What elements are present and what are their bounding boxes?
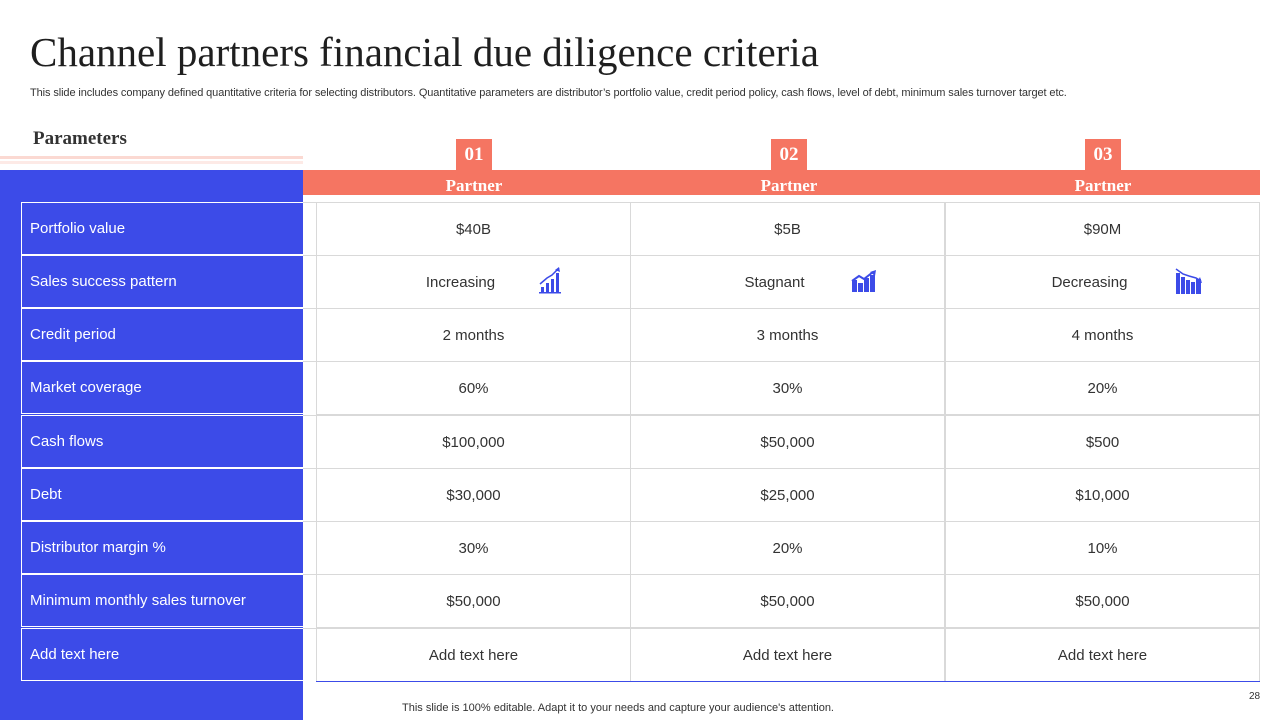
parameter-cell: Market coverage — [21, 361, 303, 414]
value-cell: 20% — [945, 361, 1260, 415]
row-divider — [303, 202, 316, 256]
value-cell: $50,000 — [630, 415, 945, 469]
table-bottom-line — [316, 681, 1260, 682]
partner-number-badge: 02 — [771, 139, 807, 170]
value-cell: 4 months — [945, 308, 1260, 362]
value-cell: Add text here — [630, 628, 945, 682]
value-cell: $50,000 — [630, 574, 945, 628]
increasing-chart-icon — [539, 267, 561, 294]
page-number: 28 — [1249, 691, 1261, 702]
footer-note: This slide is 100% editable. Adapt it to… — [402, 702, 834, 714]
value-cell: Add text here — [945, 628, 1260, 682]
partner-label: Partner — [1074, 176, 1132, 195]
value-cell: $500 — [945, 415, 1260, 469]
parameters-heading: Parameters — [33, 128, 127, 149]
value-cell: $30,000 — [316, 468, 631, 522]
row-divider — [303, 468, 316, 522]
parameters-underline-light — [0, 161, 303, 164]
row-divider — [303, 415, 316, 469]
partner-number-badge: 03 — [1085, 139, 1121, 170]
row-divider — [303, 255, 316, 309]
row-divider — [303, 521, 316, 575]
partner-header-band — [303, 170, 1260, 195]
partner-number-badge: 01 — [456, 139, 492, 170]
parameter-cell: Minimum monthly sales turnover — [21, 574, 303, 627]
partner-label: Partner — [760, 176, 818, 195]
parameter-cell: Cash flows — [21, 415, 303, 468]
row-divider — [303, 574, 316, 628]
value-cell: $10,000 — [945, 468, 1260, 522]
parameter-cell: Distributor margin % — [21, 521, 303, 574]
value-cell: Decreasing — [945, 255, 1260, 309]
value-cell: $50,000 — [316, 574, 631, 628]
value-cell: 3 months — [630, 308, 945, 362]
value-cell: Increasing — [316, 255, 631, 309]
value-cell: Add text here — [316, 628, 631, 682]
partner-label: Partner — [445, 176, 503, 195]
row-divider — [303, 308, 316, 362]
value-cell: $90M — [945, 202, 1260, 256]
value-cell: 30% — [316, 521, 631, 575]
row-divider — [303, 361, 316, 415]
value-cell: 30% — [630, 361, 945, 415]
row-divider — [303, 628, 316, 682]
value-cell: 60% — [316, 361, 631, 415]
value-cell: $50,000 — [945, 574, 1260, 628]
value-cell: $5B — [630, 202, 945, 256]
parameters-underline — [0, 156, 303, 159]
decreasing-chart-icon — [1175, 268, 1202, 294]
value-cell: 20% — [630, 521, 945, 575]
value-cell: 10% — [945, 521, 1260, 575]
parameter-cell: Add text here — [21, 628, 303, 681]
slide-subtitle: This slide includes company defined quan… — [30, 87, 1067, 99]
parameter-cell: Portfolio value — [21, 202, 303, 255]
stagnant-chart-icon — [851, 270, 876, 292]
value-cell: $100,000 — [316, 415, 631, 469]
slide-title: Channel partners financial due diligence… — [30, 29, 819, 75]
value-cell: 2 months — [316, 308, 631, 362]
parameter-cell: Credit period — [21, 308, 303, 361]
value-cell: Stagnant — [630, 255, 945, 309]
value-cell: $25,000 — [630, 468, 945, 522]
value-cell: $40B — [316, 202, 631, 256]
parameter-cell: Sales success pattern — [21, 255, 303, 308]
parameter-cell: Debt — [21, 468, 303, 521]
